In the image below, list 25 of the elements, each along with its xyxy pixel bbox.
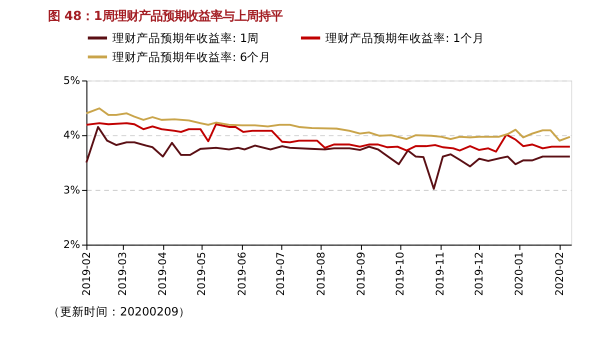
- text: （更新时间：20200209）: [48, 304, 191, 319]
- y-tick-label: 5%: [63, 74, 80, 87]
- x-tick-label: 2019-05: [196, 252, 208, 296]
- x-tick-label: 2020-01: [514, 252, 526, 296]
- line-series: [85, 126, 571, 190]
- chart-title: 图 48：1周理财产品预期收益率与上周持平: [48, 8, 282, 23]
- x-tick-label: 2019-12: [474, 252, 486, 296]
- x-tick-label: 2019-06: [236, 252, 248, 296]
- x-tick-label: 2019-08: [315, 252, 328, 296]
- x-tick-label: 2019-09: [356, 252, 368, 296]
- legend-label: 理财产品预期年收益率: 1个月: [325, 30, 484, 45]
- x-tick-label: 2019-03: [117, 252, 130, 296]
- x-tick-label: 2019-07: [275, 252, 288, 296]
- y-tick-label: 3%: [63, 184, 80, 196]
- legend-label: 理财产品预期年收益率: 1周: [112, 30, 260, 45]
- x-tick-label: 2019-02: [80, 252, 93, 296]
- legend-label: 理财产品预期年收益率: 6个月: [112, 50, 272, 64]
- x-tick-label: 2019-10: [394, 252, 406, 296]
- line-series: [85, 122, 571, 153]
- y-tick-label: 4%: [63, 130, 80, 142]
- y-tick-label: 2%: [63, 239, 80, 251]
- x-tick-label: 2019-04: [157, 252, 170, 296]
- x-tick-label: 2020-02: [554, 252, 566, 296]
- x-tick-label: 2019-11: [434, 252, 447, 296]
- line-series: [85, 107, 571, 142]
